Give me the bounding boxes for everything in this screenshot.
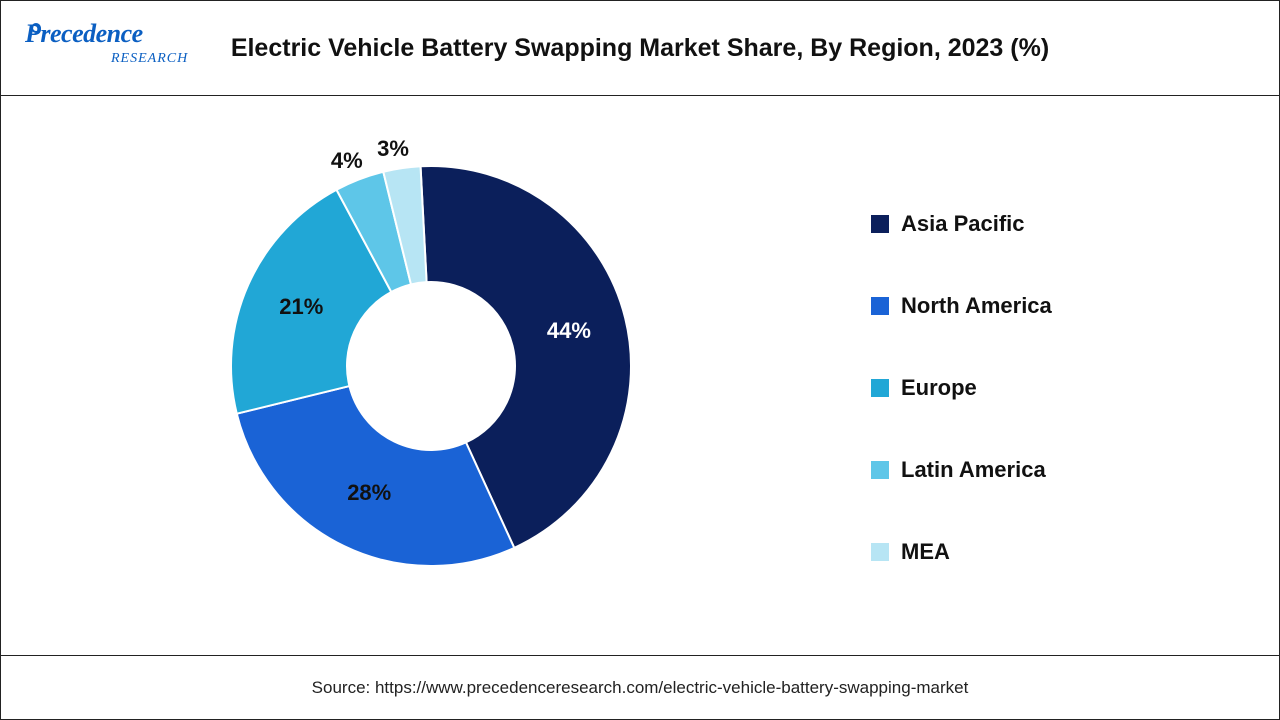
donut-chart: 44% 28% 21% 4% 3% [191,126,671,606]
slice-label: 21% [279,294,323,320]
source-footer: Source: https://www.precedenceresearch.c… [1,656,1279,719]
slice-label: 4% [331,148,363,174]
legend-item: MEA [871,539,1052,565]
legend-swatch [871,543,889,561]
logo-sub: RESEARCH [111,51,188,67]
outer-frame: Precedence RESEARCH Electric Vehicle Bat… [0,0,1280,720]
source-text: Source: https://www.precedenceresearch.c… [312,678,969,698]
legend-swatch [871,461,889,479]
legend-label: North America [901,293,1052,319]
legend-swatch [871,215,889,233]
legend-label: Latin America [901,457,1046,483]
slice-label: 28% [347,480,391,506]
legend: Asia Pacific North America Europe Latin Ame… [871,211,1052,565]
slice-label: 44% [547,318,591,344]
legend-item: North America [871,293,1052,319]
legend-label: MEA [901,539,950,565]
legend-swatch [871,297,889,315]
legend-label: Asia Pacific [901,211,1025,237]
donut-slice [237,386,514,566]
content-area: 44% 28% 21% 4% 3% Asia Pacific North America E… [1,96,1279,656]
legend-item: Europe [871,375,1052,401]
legend-label: Europe [901,375,977,401]
slice-label: 3% [377,136,409,162]
chart-title: Electric Vehicle Battery Swapping Market… [1,34,1279,63]
header: Precedence RESEARCH Electric Vehicle Bat… [1,1,1279,96]
legend-item: Latin America [871,457,1052,483]
legend-swatch [871,379,889,397]
donut-svg [191,126,671,606]
logo-main: Precedence [25,19,143,49]
legend-item: Asia Pacific [871,211,1052,237]
